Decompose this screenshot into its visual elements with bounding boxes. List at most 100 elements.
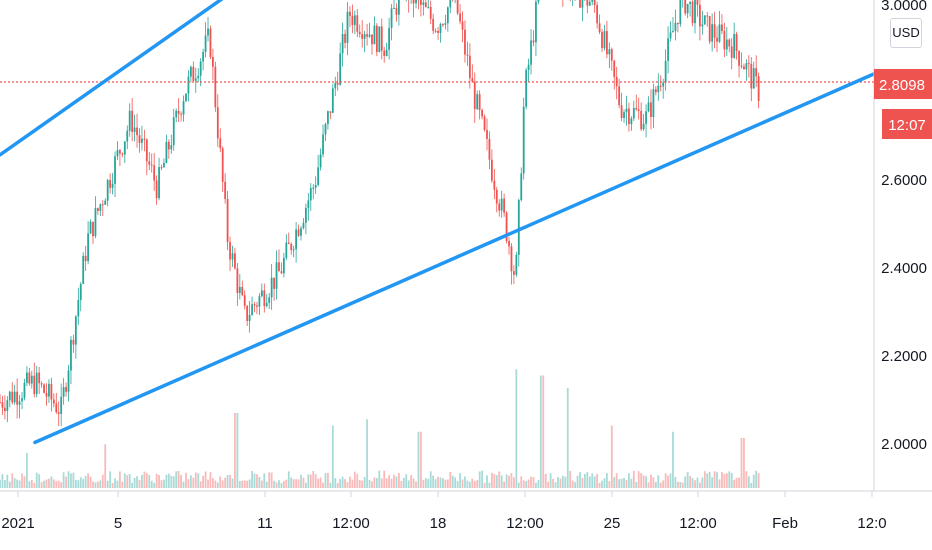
volume-bar <box>576 475 579 488</box>
trendline-upper[interactable] <box>0 0 271 157</box>
candle-body <box>38 372 41 384</box>
volume-bar <box>449 472 452 488</box>
price-tick-label: 3.0000 <box>881 0 927 14</box>
candle-body <box>150 164 153 166</box>
candle-body <box>256 305 258 307</box>
volume-bar <box>473 481 476 488</box>
countdown-value: 12:07 <box>888 117 926 134</box>
candle-body <box>689 1 692 4</box>
candle-body <box>175 110 178 118</box>
candle-body <box>253 304 256 306</box>
candle-body <box>167 141 170 150</box>
candle-body <box>738 51 740 66</box>
volume-bar <box>752 474 755 488</box>
volume-bar <box>290 477 293 488</box>
currency-button[interactable]: USD <box>890 18 922 48</box>
candle-body <box>647 102 650 112</box>
candle-body <box>285 242 288 258</box>
candle-body <box>251 304 253 315</box>
candle-body <box>353 15 356 26</box>
candle-body <box>674 22 677 32</box>
candle-body <box>202 51 205 62</box>
volume-bar <box>341 476 344 488</box>
candle-body <box>461 21 464 30</box>
volume-bar <box>557 476 559 488</box>
candle-body <box>339 53 342 85</box>
volume-bar <box>263 473 266 488</box>
candle-body <box>189 66 192 77</box>
candle-body <box>123 141 126 155</box>
candle-body <box>319 154 322 168</box>
candle-body <box>412 0 415 4</box>
volume-bar <box>588 476 591 488</box>
volume-bar <box>686 472 689 488</box>
volume-bar <box>468 481 471 488</box>
volume-bar <box>353 471 356 488</box>
time-axis[interactable]: 2021 5 11 12:00 18 12:00 25 12:00 Feb 12:0 <box>1 491 887 532</box>
volume-bar <box>270 472 273 488</box>
volume-bar <box>654 482 657 488</box>
time-tick-label: 12:00 <box>506 515 544 532</box>
volume-bar <box>349 476 351 488</box>
candle-body <box>84 255 87 262</box>
volume-bar <box>603 478 606 488</box>
volume-bar <box>361 480 364 488</box>
candle-body <box>212 57 214 67</box>
volume-bar <box>70 473 72 488</box>
volume-bar <box>650 474 652 488</box>
candle-body <box>625 108 628 113</box>
volume-bar <box>314 474 317 488</box>
volume-bar <box>664 473 667 488</box>
candle-body <box>197 75 200 79</box>
volume-bar <box>596 473 599 488</box>
volume-bar <box>371 481 373 488</box>
candle-body <box>630 118 633 125</box>
volume-bar <box>615 473 618 488</box>
candle-body <box>517 199 520 255</box>
candle-body <box>608 49 611 55</box>
volume-bar <box>625 479 628 488</box>
volume-bar <box>189 475 192 488</box>
volume-bar <box>55 481 58 488</box>
volume-bar <box>329 482 332 488</box>
volume-bar <box>356 473 359 488</box>
candle-body <box>207 28 209 36</box>
candle-body <box>60 396 63 414</box>
volume-bar <box>256 474 258 488</box>
volume-bar <box>464 476 466 488</box>
candle-body <box>373 25 376 45</box>
volume-bar <box>402 477 405 488</box>
volume-bar <box>740 438 743 488</box>
trendline-lower[interactable] <box>33 72 876 445</box>
candle-body <box>45 392 48 397</box>
volume-bar <box>461 479 464 488</box>
volume-bar <box>331 425 334 488</box>
volume-bar <box>18 480 21 488</box>
volume-bar <box>747 476 750 488</box>
candle-body <box>618 86 621 106</box>
time-tick-label: 18 <box>430 515 447 532</box>
candle-body <box>92 221 94 237</box>
candle-body <box>432 18 435 31</box>
volume-bar <box>454 477 457 488</box>
candle-body <box>74 316 77 345</box>
volume-bar <box>50 476 53 488</box>
candle-body <box>632 107 635 119</box>
volume-bar <box>535 482 537 488</box>
volume-bar <box>243 480 246 488</box>
volume-bar <box>3 480 6 488</box>
volume-bar <box>297 479 300 488</box>
volume-bar <box>713 471 716 488</box>
candle-body <box>1 402 4 408</box>
candle-body <box>483 116 486 130</box>
volume-bar <box>221 480 224 488</box>
candle-body <box>757 76 760 101</box>
candle-body <box>177 110 180 114</box>
candle-body <box>508 241 510 247</box>
volume-bar <box>728 471 731 488</box>
volume-bar <box>586 472 589 488</box>
price-axis[interactable]: 3.0000 2.6000 2.4000 2.2000 2.0000 <box>881 0 927 453</box>
volume-bar <box>471 478 474 488</box>
candle-body <box>510 246 513 272</box>
